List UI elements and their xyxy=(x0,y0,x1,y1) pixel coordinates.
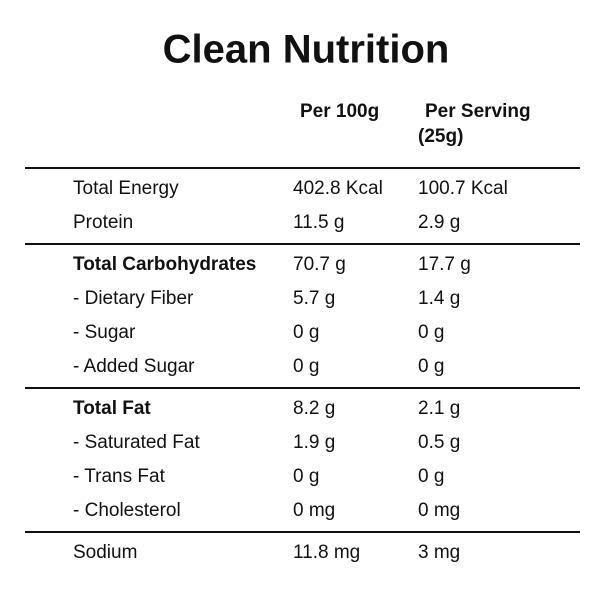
cell-value: 1.4 g xyxy=(418,288,460,309)
cell-value: 0 mg xyxy=(418,500,460,521)
row-label: - Saturated Fat xyxy=(73,432,200,453)
title: Clean Nutrition xyxy=(163,28,450,72)
cell-value: 0 g xyxy=(418,466,444,487)
cell-value: 2.1 g xyxy=(418,398,460,419)
row-label: - Sugar xyxy=(73,322,136,343)
row-label: Total Carbohydrates xyxy=(73,254,256,275)
cell-value: 0 g xyxy=(293,466,319,487)
cell-value: 11.5 g xyxy=(293,212,344,233)
column-header: Per Serving xyxy=(425,101,531,122)
cell-value: 100.7 Kcal xyxy=(418,178,508,199)
cell-value: 2.9 g xyxy=(418,212,460,233)
cell-value: 5.7 g xyxy=(293,288,335,309)
cell-value: 11.8 mg xyxy=(293,542,360,563)
cell-value: 17.7 g xyxy=(418,254,471,275)
cell-value: 0 g xyxy=(418,322,444,343)
row-label: Sodium xyxy=(73,542,137,563)
cell-value: 8.2 g xyxy=(293,398,335,419)
row-label: Protein xyxy=(73,212,133,233)
cell-value: 0 mg xyxy=(293,500,335,521)
column-subheader: (25g) xyxy=(418,126,463,147)
row-label: - Added Sugar xyxy=(73,356,195,377)
cell-value: 402.8 Kcal xyxy=(293,178,383,199)
row-label: - Cholesterol xyxy=(73,500,181,521)
cell-value: 1.9 g xyxy=(293,432,335,453)
cell-value: 0.5 g xyxy=(418,432,460,453)
cell-value: 70.7 g xyxy=(293,254,346,275)
cell-value: 0 g xyxy=(293,356,319,377)
row-label: Total Energy xyxy=(73,178,179,199)
row-label: - Dietary Fiber xyxy=(73,288,194,309)
cell-value: 0 g xyxy=(293,322,319,343)
column-header: Per 100g xyxy=(300,101,379,122)
row-label: Total Fat xyxy=(73,398,151,419)
cell-value: 3 mg xyxy=(418,542,460,563)
cell-value: 0 g xyxy=(418,356,444,377)
row-label: - Trans Fat xyxy=(73,466,166,487)
